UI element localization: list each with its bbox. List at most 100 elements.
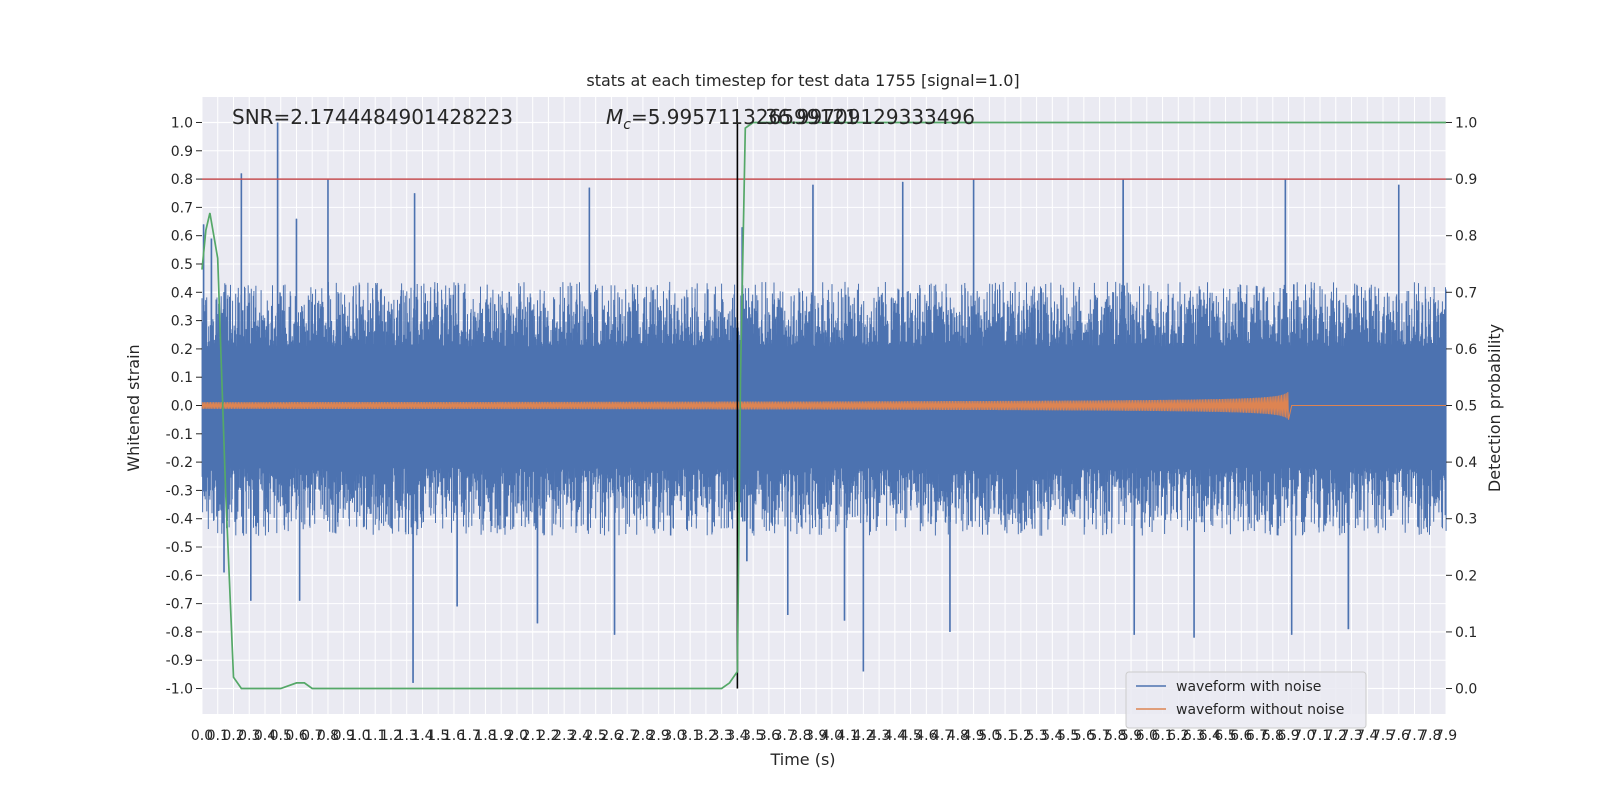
legend-label-noise: waveform with noise <box>1176 679 1321 695</box>
y-tick-label: -0.7 <box>166 597 193 613</box>
x-tick-label: 1.8 <box>474 728 496 744</box>
x-tick-label: 2.1 <box>522 728 544 744</box>
x-axis-ticks: 0.00.10.20.30.40.50.60.70.80.91.01.11.21… <box>191 728 1457 744</box>
legend-box <box>1125 671 1367 729</box>
x-tick-label: 4.5 <box>899 728 921 744</box>
y-tick-label: 0.5 <box>171 257 193 273</box>
x-tick-label: 2.4 <box>569 728 591 744</box>
x-tick-label: 5.0 <box>978 728 1000 744</box>
x-tick-label: 7.5 <box>1372 728 1394 744</box>
x-tick-label: 7.2 <box>1325 728 1347 744</box>
y2-tick-label: 0.8 <box>1455 229 1477 245</box>
x-tick-label: 7.1 <box>1309 728 1331 744</box>
x-tick-label: 0.5 <box>270 728 292 744</box>
x-tick-label: 6.1 <box>1151 728 1173 744</box>
chirp-mass-symbol: M <box>606 105 623 129</box>
x-tick-label: 0.9 <box>333 728 355 744</box>
x-tick-label: 0.8 <box>317 728 339 744</box>
x-axis-label: Time (s) <box>769 750 835 769</box>
y-tick-label: 0.6 <box>171 229 193 245</box>
x-tick-label: 6.2 <box>1167 728 1189 744</box>
x-tick-label: 1.4 <box>411 728 433 744</box>
y-tick-label: 0.2 <box>171 342 193 358</box>
x-tick-label: 4.2 <box>852 728 874 744</box>
chirp-mass-subscript: c <box>623 117 631 133</box>
chirp-mass-annotation: Mc=5.995711326599121 <box>606 105 858 133</box>
x-tick-label: 2.6 <box>600 728 622 744</box>
x-tick-label: 6.4 <box>1199 728 1221 744</box>
x-tick-label: 1.3 <box>396 728 418 744</box>
x-tick-label: 4.0 <box>821 728 843 744</box>
y-tick-label: 0.8 <box>171 172 193 188</box>
overlay-layer <box>201 121 1446 690</box>
y-tick-label: 1.0 <box>171 115 193 131</box>
y-tick-label: -0.2 <box>166 455 193 471</box>
y2-tick-label: 0.5 <box>1455 399 1477 415</box>
y2-tick-label: 0.6 <box>1455 342 1477 358</box>
clean-waveform-line <box>201 392 1446 420</box>
noisy-waveform-line <box>201 122 1447 683</box>
y-tick-label: -0.3 <box>166 483 193 499</box>
x-tick-label: 0.7 <box>301 728 323 744</box>
x-tick-label: 0.0 <box>191 728 213 744</box>
x-tick-label: 3.4 <box>726 728 748 744</box>
y-tick-label: 0.3 <box>171 314 193 330</box>
x-tick-label: 3.1 <box>679 728 701 744</box>
x-tick-label: 6.7 <box>1246 728 1268 744</box>
x-tick-label: 0.6 <box>285 728 307 744</box>
x-tick-label: 2.3 <box>553 728 575 744</box>
y-tick-label: 0.7 <box>171 200 193 216</box>
x-tick-label: 0.3 <box>238 728 260 744</box>
chirp-mass-value: =5.995711326599121 <box>631 105 858 129</box>
x-tick-label: 7.3 <box>1340 728 1362 744</box>
x-tick-label: 7.4 <box>1356 728 1378 744</box>
x-tick-label: 7.8 <box>1419 728 1441 744</box>
data-layer <box>201 122 1447 683</box>
x-tick-label: 1.9 <box>490 728 512 744</box>
y2-tick-label: 1.0 <box>1455 115 1477 131</box>
x-tick-label: 6.0 <box>1136 728 1158 744</box>
y-tick-label: 0.4 <box>171 285 193 301</box>
x-tick-label: 4.8 <box>947 728 969 744</box>
x-tick-label: 5.5 <box>1057 728 1079 744</box>
y2-tick-label: 0.2 <box>1455 568 1477 584</box>
x-tick-label: 5.1 <box>994 728 1016 744</box>
x-tick-label: 4.7 <box>931 728 953 744</box>
x-tick-label: 3.0 <box>663 728 685 744</box>
y-tick-label: 0.0 <box>171 399 193 415</box>
x-tick-label: 7.9 <box>1435 728 1457 744</box>
x-tick-label: 6.6 <box>1230 728 1252 744</box>
y-tick-label: -0.9 <box>166 653 193 669</box>
y2-tick-label: 0.4 <box>1455 455 1477 471</box>
x-tick-label: 5.3 <box>1025 728 1047 744</box>
x-tick-label: 0.2 <box>222 728 244 744</box>
x-tick-label: 5.2 <box>1010 728 1032 744</box>
y2-tick-label: 0.3 <box>1455 512 1477 528</box>
legend: waveform with noise waveform without noi… <box>1125 671 1367 729</box>
x-tick-label: 3.8 <box>789 728 811 744</box>
x-tick-label: 4.1 <box>836 728 858 744</box>
y-axis-label-right: Detection probability <box>1485 324 1504 492</box>
x-tick-label: 3.2 <box>695 728 717 744</box>
x-tick-label: 6.8 <box>1262 728 1284 744</box>
legend-label-clean: waveform without noise <box>1176 702 1344 718</box>
x-tick-label: 7.6 <box>1388 728 1410 744</box>
x-tick-label: 1.7 <box>459 728 481 744</box>
detection-probability-line <box>201 121 1446 690</box>
x-tick-label: 6.5 <box>1214 728 1236 744</box>
y-tick-label: 0.9 <box>171 144 193 160</box>
left-axis-ticks: -1.0 -0.9 -0.8 -0.7 -0.6 -0.5 -0.4 -0.3 -0.2 -0.1… <box>166 115 202 698</box>
chart-title: stats at each timestep for test data 175… <box>586 71 1019 90</box>
x-tick-label: 6.3 <box>1183 728 1205 744</box>
x-tick-label: 3.6 <box>758 728 780 744</box>
y-tick-label: -0.6 <box>166 568 193 584</box>
x-tick-label: 4.6 <box>915 728 937 744</box>
y2-tick-label: 0.7 <box>1455 285 1477 301</box>
x-tick-label: 4.9 <box>962 728 984 744</box>
x-tick-label: 4.3 <box>868 728 890 744</box>
x-tick-label: 1.2 <box>380 728 402 744</box>
x-tick-label: 7.7 <box>1403 728 1425 744</box>
y2-tick-label: 0.0 <box>1455 682 1477 698</box>
x-tick-label: 1.5 <box>427 728 449 744</box>
